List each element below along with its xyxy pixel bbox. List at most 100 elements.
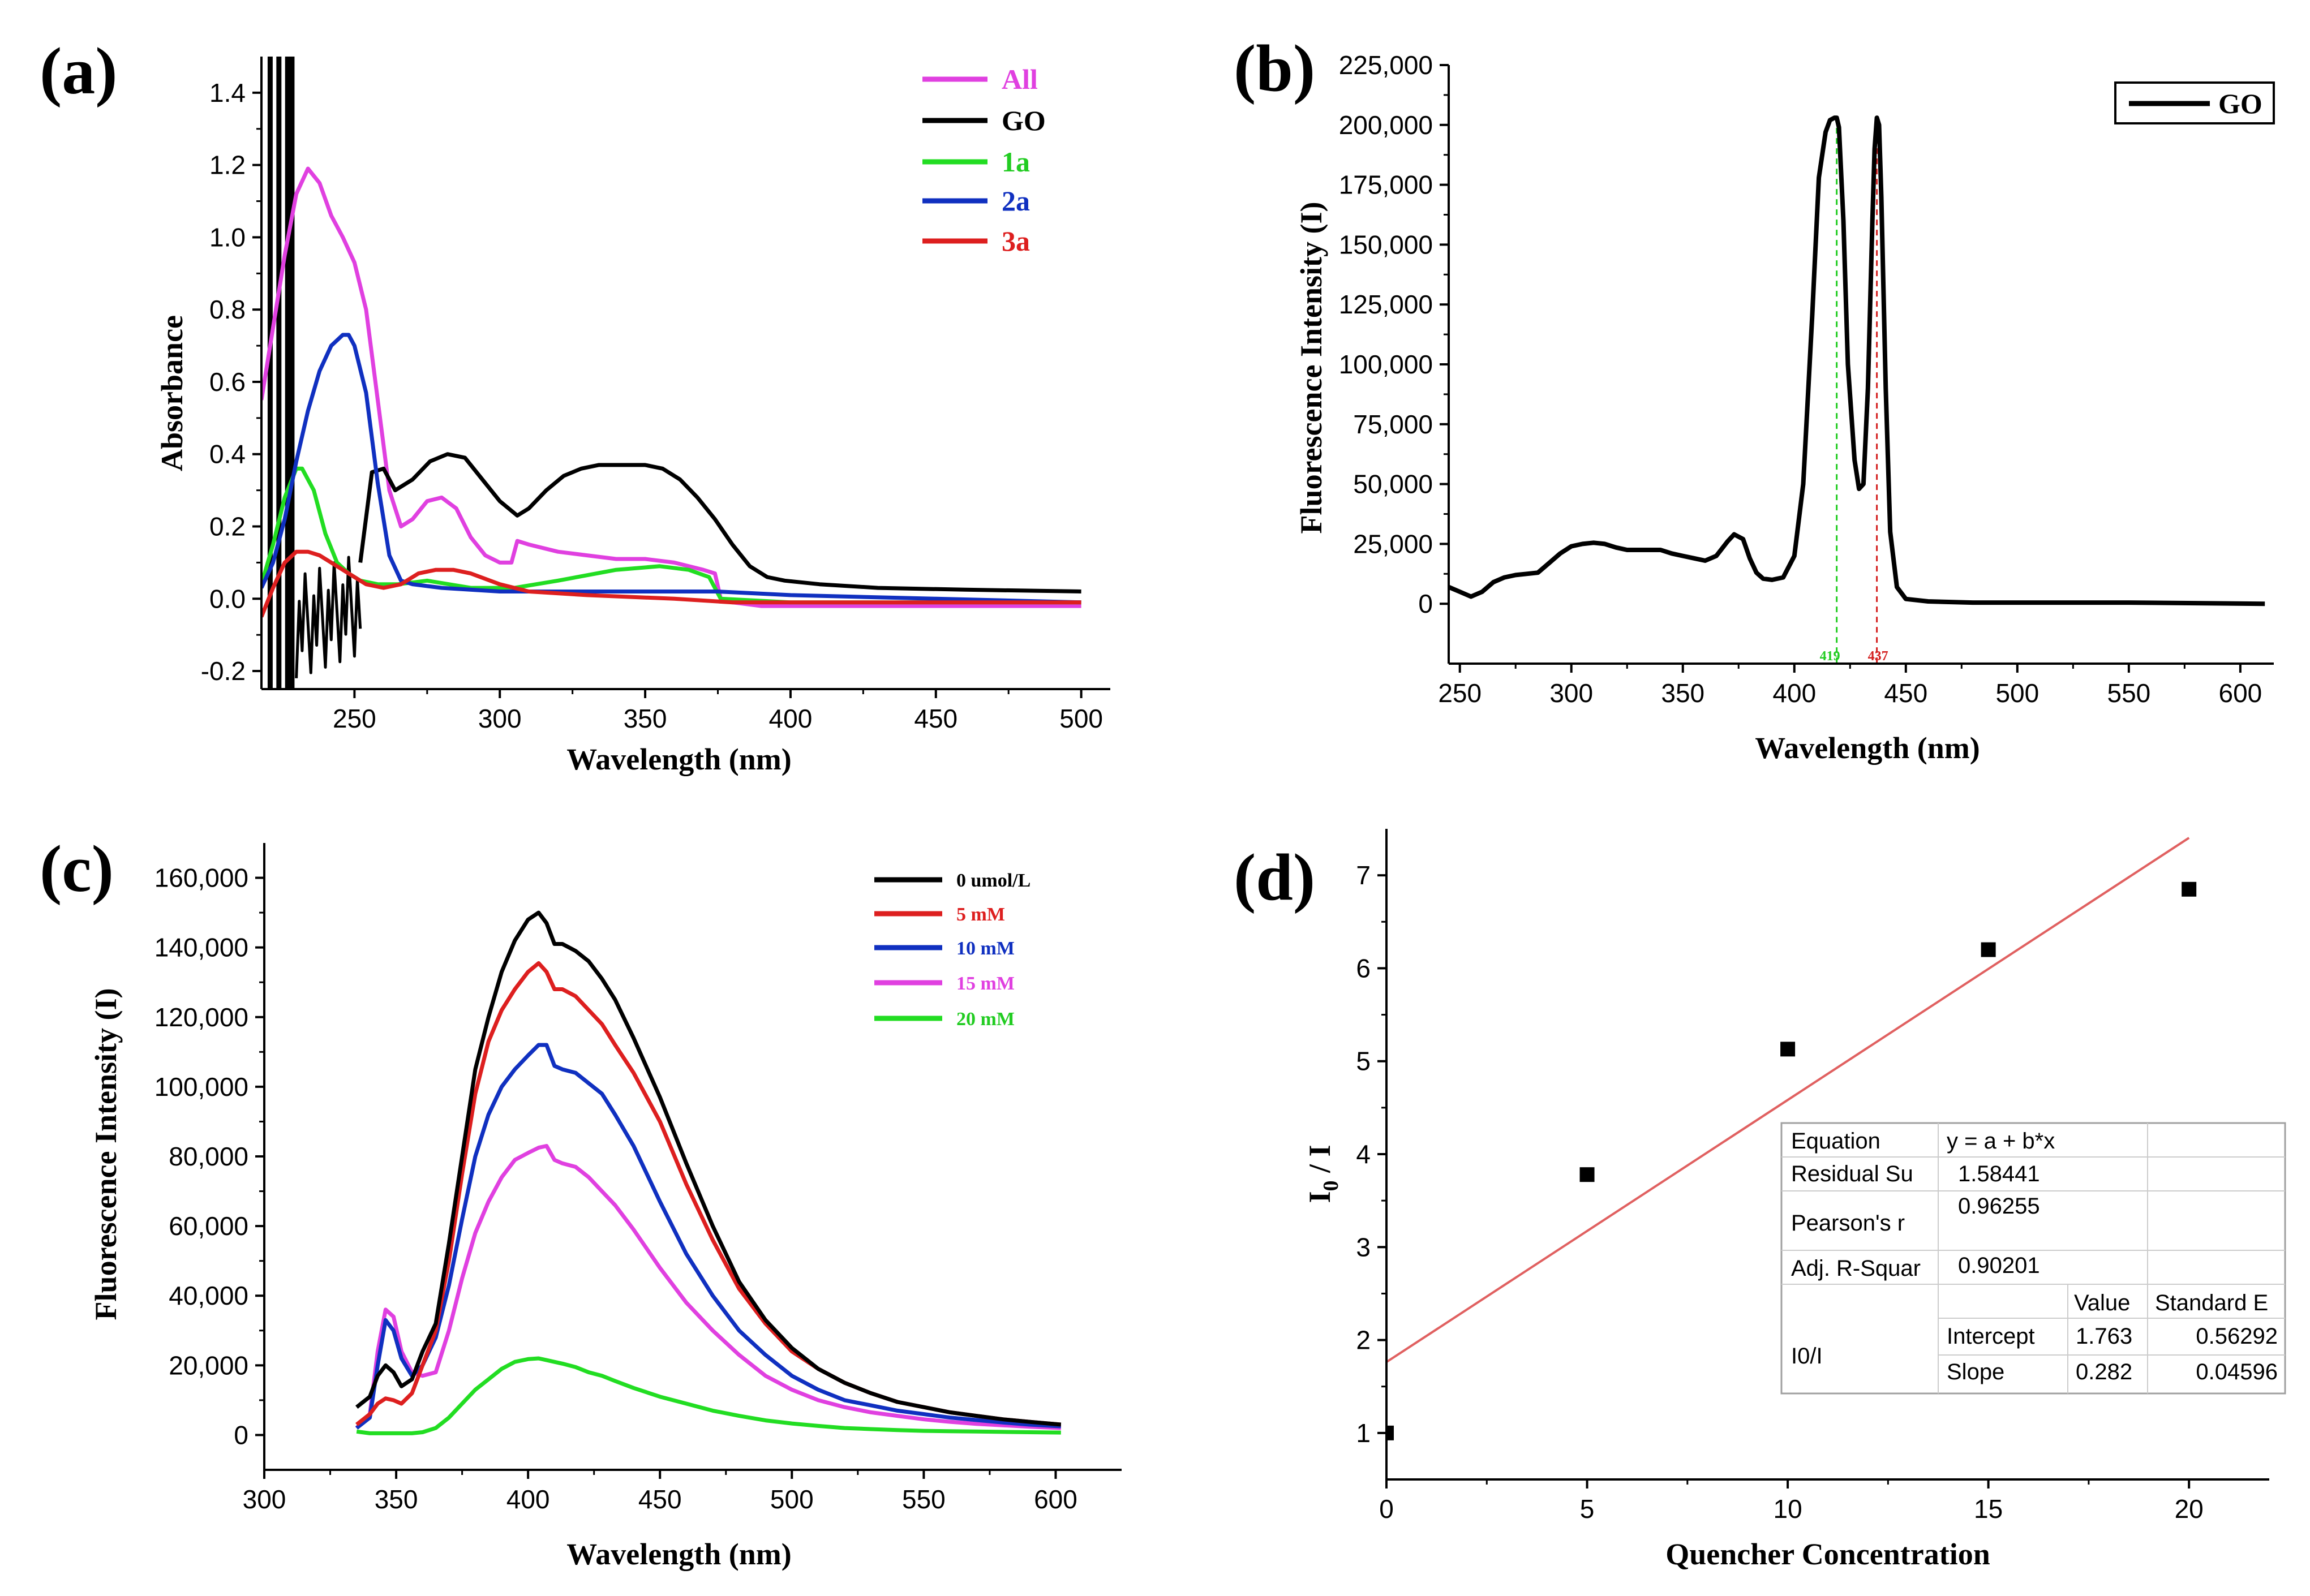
- legend-a-2a-label: 2a: [1002, 185, 1030, 217]
- stats-slope-label: Slope: [1947, 1360, 2004, 1384]
- panel-c: (c) 300 350 400 450 500 550 600 0 20,000 40,000 60…: [40, 832, 1122, 1571]
- panel-d-label: (d): [1234, 840, 1315, 914]
- panel-d-stats-table: Equation y = a + b*x Residual Su 1.58441…: [1780, 1122, 2286, 1395]
- panel-d-ytick-label: 3: [1356, 1232, 1371, 1262]
- panel-d-ylabel: I0 / I: [1303, 1145, 1343, 1203]
- panel-a-ytick-label: 0.0: [209, 584, 246, 613]
- fit-line: [1386, 837, 2190, 1363]
- legend-c-0-label: 0 umol/L: [956, 870, 1031, 891]
- panel-d-xlabel: Quencher Concentration: [1665, 1537, 1990, 1571]
- panel-b-xtick-label: 350: [1661, 678, 1704, 708]
- stats-equation-value: y = a + b*x: [1947, 1129, 2055, 1154]
- legend-c-4-label: 20 mM: [956, 1009, 1015, 1030]
- panel-c-ytick-label: 40,000: [169, 1281, 248, 1310]
- stats-value-header: Value: [2074, 1290, 2130, 1315]
- stats-residual-label: Residual Su: [1791, 1161, 1913, 1186]
- panel-b-xtick-label: 450: [1884, 678, 1927, 708]
- panel-d-xtick-label: 0: [1379, 1494, 1394, 1524]
- panel-c-xtick-label: 300: [243, 1485, 286, 1514]
- panel-a-ylabel: Absorbance: [155, 315, 189, 471]
- panel-c-ytick-label: 160,000: [154, 863, 248, 893]
- legend-c-2-label: 10 mM: [956, 938, 1015, 959]
- panel-b-ytick-label: 225,000: [1339, 50, 1433, 80]
- panel-c-xtick-label: 450: [638, 1485, 682, 1514]
- series-5-mm: [355, 961, 1062, 1427]
- series-go: [358, 452, 1081, 593]
- data-point: [1981, 942, 1996, 957]
- stats-intercept-label: Intercept: [1947, 1324, 2035, 1349]
- panel-b-ytick-label: 50,000: [1353, 470, 1433, 499]
- stats-adj-label: Adj. R-Squar: [1791, 1256, 1921, 1281]
- panel-d-xtick-label: 5: [1580, 1494, 1595, 1524]
- series-10-mm: [355, 1043, 1061, 1430]
- series-0-umol-l: [355, 910, 1062, 1427]
- legend-c-1-label: 5 mM: [956, 904, 1005, 925]
- panel-a-ytick-label: 0.4: [209, 440, 246, 469]
- panel-d-ytick-label: 4: [1356, 1139, 1371, 1169]
- panel-b-ytick-label: 100,000: [1339, 350, 1433, 379]
- peak-label: 419: [1820, 649, 1840, 664]
- panel-a-xtick-label: 400: [769, 704, 813, 733]
- data-point: [1780, 1042, 1796, 1057]
- panel-d-xtick-label: 20: [2175, 1494, 2204, 1524]
- stats-residual-value: 1.58441: [1958, 1161, 2040, 1186]
- panel-d: (d) 0 5 10 15 20 1 2 3 4 5 6 7 Quencher Concentrati…: [1234, 829, 2286, 1571]
- panel-d-ytick-label: 6: [1356, 953, 1371, 983]
- panel-b-ytick-label: 0: [1418, 589, 1433, 618]
- panel-c-xtick-label: 350: [375, 1485, 418, 1514]
- panel-c-ytick-label: 80,000: [169, 1142, 248, 1171]
- panel-c-ytick-label: 120,000: [154, 1003, 248, 1032]
- series-3a: [261, 549, 1081, 618]
- panel-a-label: (a): [40, 34, 118, 108]
- data-point: [1579, 1167, 1595, 1182]
- stats-equation-label: Equation: [1791, 1129, 1880, 1154]
- panel-b-ytick-label: 125,000: [1339, 290, 1433, 319]
- panel-b-ytick-label: 200,000: [1339, 110, 1433, 140]
- panel-c-ytick-label: 20,000: [169, 1350, 248, 1380]
- panel-a-xtick-label: 500: [1059, 704, 1103, 733]
- panel-b-ytick-label: 25,000: [1353, 529, 1433, 558]
- panel-c-ytick-label: 0: [234, 1420, 248, 1449]
- legend-a-1a-label: 1a: [1002, 146, 1030, 178]
- panel-d-ytick-label: 7: [1356, 861, 1371, 890]
- panel-b-ytick-label: 175,000: [1339, 170, 1433, 200]
- panel-b-xtick-label: 250: [1438, 678, 1482, 708]
- panel-a-ytick-label: 0.2: [209, 512, 246, 541]
- panel-b: (b) 250 300 350 400 450 500 550 600 0 25,000 50,00…: [1234, 31, 2275, 765]
- data-point: [1386, 1425, 1394, 1440]
- series-all: [261, 166, 1081, 608]
- panel-c-legend: 0 umol/L 5 mM 10 mM 15 mM 20 mM: [874, 870, 1031, 1030]
- stats-pearson-value: 0.96255: [1958, 1194, 2040, 1219]
- panel-b-legend: GO: [2114, 81, 2275, 124]
- panel-a-ytick-label: 1.2: [209, 150, 246, 180]
- panel-d-ytick-label: 1: [1356, 1418, 1371, 1448]
- panel-a-ytick-label: -0.2: [201, 656, 246, 686]
- panel-c-label: (c): [40, 832, 114, 906]
- panel-c-ytick-label: 60,000: [169, 1211, 248, 1241]
- panel-b-label: (b): [1234, 31, 1315, 105]
- peak-label: 437: [1868, 649, 1888, 664]
- panel-b-xtick-label: 600: [2219, 678, 2262, 708]
- panel-b-ytick-label: 75,000: [1353, 410, 1433, 439]
- series-2a: [261, 333, 1081, 605]
- legend-c-3-label: 15 mM: [956, 973, 1015, 994]
- panel-a-xtick-label: 450: [914, 704, 958, 733]
- legend-a-all-label: All: [1002, 63, 1038, 95]
- panel-a-xtick-label: 250: [333, 704, 376, 733]
- panel-b-xtick-label: 400: [1772, 678, 1816, 708]
- panel-c-xtick-label: 400: [506, 1485, 550, 1514]
- panel-c-xtick-label: 500: [770, 1485, 814, 1514]
- panel-b-xtick-label: 550: [2107, 678, 2150, 708]
- panel-a-xlabel: Wavelength (nm): [566, 742, 792, 776]
- panel-d-xtick-label: 10: [1774, 1494, 1802, 1524]
- panel-a-xtick-label: 350: [624, 704, 667, 733]
- series-20-mm: [356, 1356, 1061, 1435]
- panel-c-ylabel: Fluorescence Intensity (I): [89, 988, 123, 1320]
- panel-b-xtick-label: 500: [1995, 678, 2039, 708]
- panel-d-ytick-label: 5: [1356, 1047, 1371, 1076]
- stats-adj-value: 0.90201: [1958, 1253, 2040, 1278]
- panel-a-ytick-label: 0.8: [209, 295, 246, 324]
- panel-d-xtick-label: 15: [1974, 1494, 2003, 1524]
- panel-d-ytick-label: 2: [1356, 1326, 1371, 1355]
